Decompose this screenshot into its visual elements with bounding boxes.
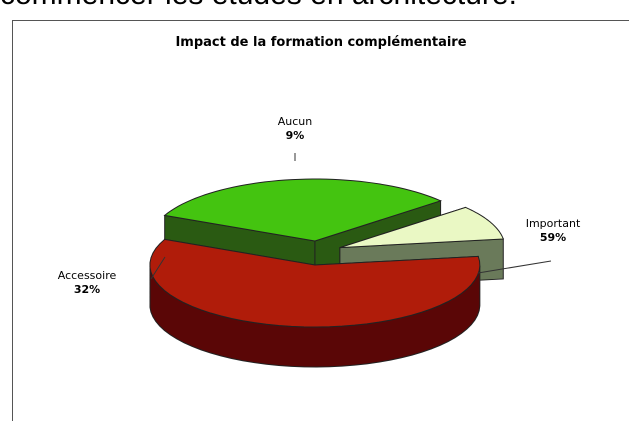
slice-value-important: 59% bbox=[540, 231, 566, 244]
pie-slice-important bbox=[149, 238, 481, 368]
slice-top-face bbox=[339, 206, 505, 249]
slice-label-important: Important bbox=[526, 217, 581, 230]
page-heading-fragment: commencer les études en architecture. bbox=[0, 0, 517, 12]
leader-line-accessoire bbox=[150, 256, 166, 280]
slice-top-face bbox=[163, 178, 443, 242]
slice-top-face bbox=[149, 238, 481, 328]
slice-label-accessoire: Accessoire bbox=[58, 269, 117, 282]
slice-label-aucun: Aucun bbox=[278, 115, 313, 128]
slice-value-accessoire: 32% bbox=[74, 283, 100, 296]
chart-frame: Impact de la formation complémentaire Im… bbox=[12, 20, 629, 421]
leader-line-important bbox=[477, 260, 552, 274]
slice-value-aucun: 9% bbox=[286, 129, 305, 142]
chart-title: Impact de la formation complémentaire bbox=[175, 35, 467, 50]
